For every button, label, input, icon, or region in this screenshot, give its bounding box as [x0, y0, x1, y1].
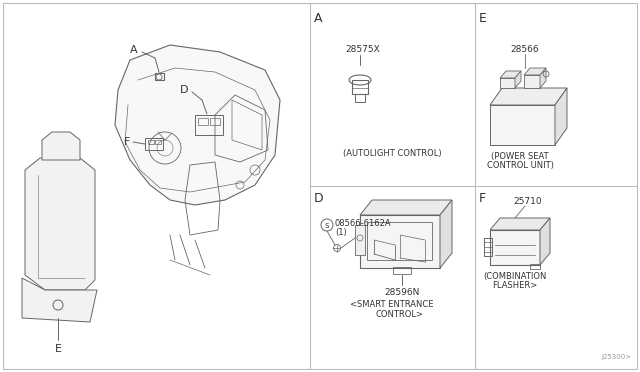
- Text: (COMBINATION: (COMBINATION: [483, 272, 547, 281]
- Text: D: D: [179, 85, 188, 95]
- Text: (POWER SEAT: (POWER SEAT: [491, 152, 549, 161]
- Text: 28596N: 28596N: [384, 288, 420, 297]
- Polygon shape: [360, 215, 440, 268]
- Text: E: E: [54, 344, 61, 354]
- Polygon shape: [524, 68, 546, 75]
- Text: FLASHER>: FLASHER>: [492, 281, 538, 290]
- Text: CONTROL>: CONTROL>: [376, 310, 424, 319]
- Polygon shape: [540, 68, 546, 88]
- Text: <SMART ENTRANCE: <SMART ENTRANCE: [350, 300, 434, 309]
- Bar: [198, 118, 208, 125]
- Polygon shape: [490, 88, 567, 105]
- Polygon shape: [22, 278, 97, 322]
- Text: A: A: [131, 45, 138, 55]
- Bar: [393, 267, 411, 274]
- Text: F: F: [124, 137, 130, 147]
- Text: F: F: [479, 192, 486, 205]
- Polygon shape: [490, 230, 540, 265]
- Polygon shape: [524, 75, 540, 88]
- Polygon shape: [115, 45, 280, 205]
- Bar: [355, 94, 365, 102]
- Bar: [145, 138, 163, 150]
- Polygon shape: [555, 88, 567, 145]
- Bar: [210, 118, 220, 125]
- Polygon shape: [360, 200, 452, 215]
- Bar: [155, 73, 164, 80]
- Text: J25300>: J25300>: [602, 354, 632, 360]
- Text: 28575X: 28575X: [345, 45, 380, 54]
- Text: A: A: [314, 12, 323, 25]
- Polygon shape: [42, 132, 80, 160]
- Polygon shape: [490, 218, 550, 230]
- Text: CONTROL UNIT): CONTROL UNIT): [486, 161, 554, 170]
- Polygon shape: [500, 78, 515, 88]
- Text: 25710: 25710: [513, 197, 541, 206]
- Text: E: E: [479, 12, 487, 25]
- Text: (AUTOLIGHT CONTROL): (AUTOLIGHT CONTROL): [342, 149, 442, 158]
- Text: (1): (1): [335, 228, 347, 237]
- Text: D: D: [314, 192, 324, 205]
- Polygon shape: [440, 200, 452, 268]
- Polygon shape: [540, 218, 550, 265]
- Text: 08566-6162A: 08566-6162A: [335, 219, 392, 228]
- Bar: [155, 140, 161, 144]
- Bar: [530, 264, 540, 269]
- Text: S: S: [325, 223, 329, 229]
- Bar: [352, 80, 368, 94]
- Polygon shape: [500, 71, 521, 78]
- Bar: [195, 115, 223, 135]
- Polygon shape: [25, 158, 95, 290]
- Text: 28566: 28566: [510, 45, 539, 54]
- Polygon shape: [515, 71, 521, 88]
- Bar: [484, 238, 492, 256]
- Bar: [367, 222, 432, 260]
- Polygon shape: [490, 105, 555, 145]
- Polygon shape: [355, 225, 365, 255]
- Bar: [148, 140, 154, 144]
